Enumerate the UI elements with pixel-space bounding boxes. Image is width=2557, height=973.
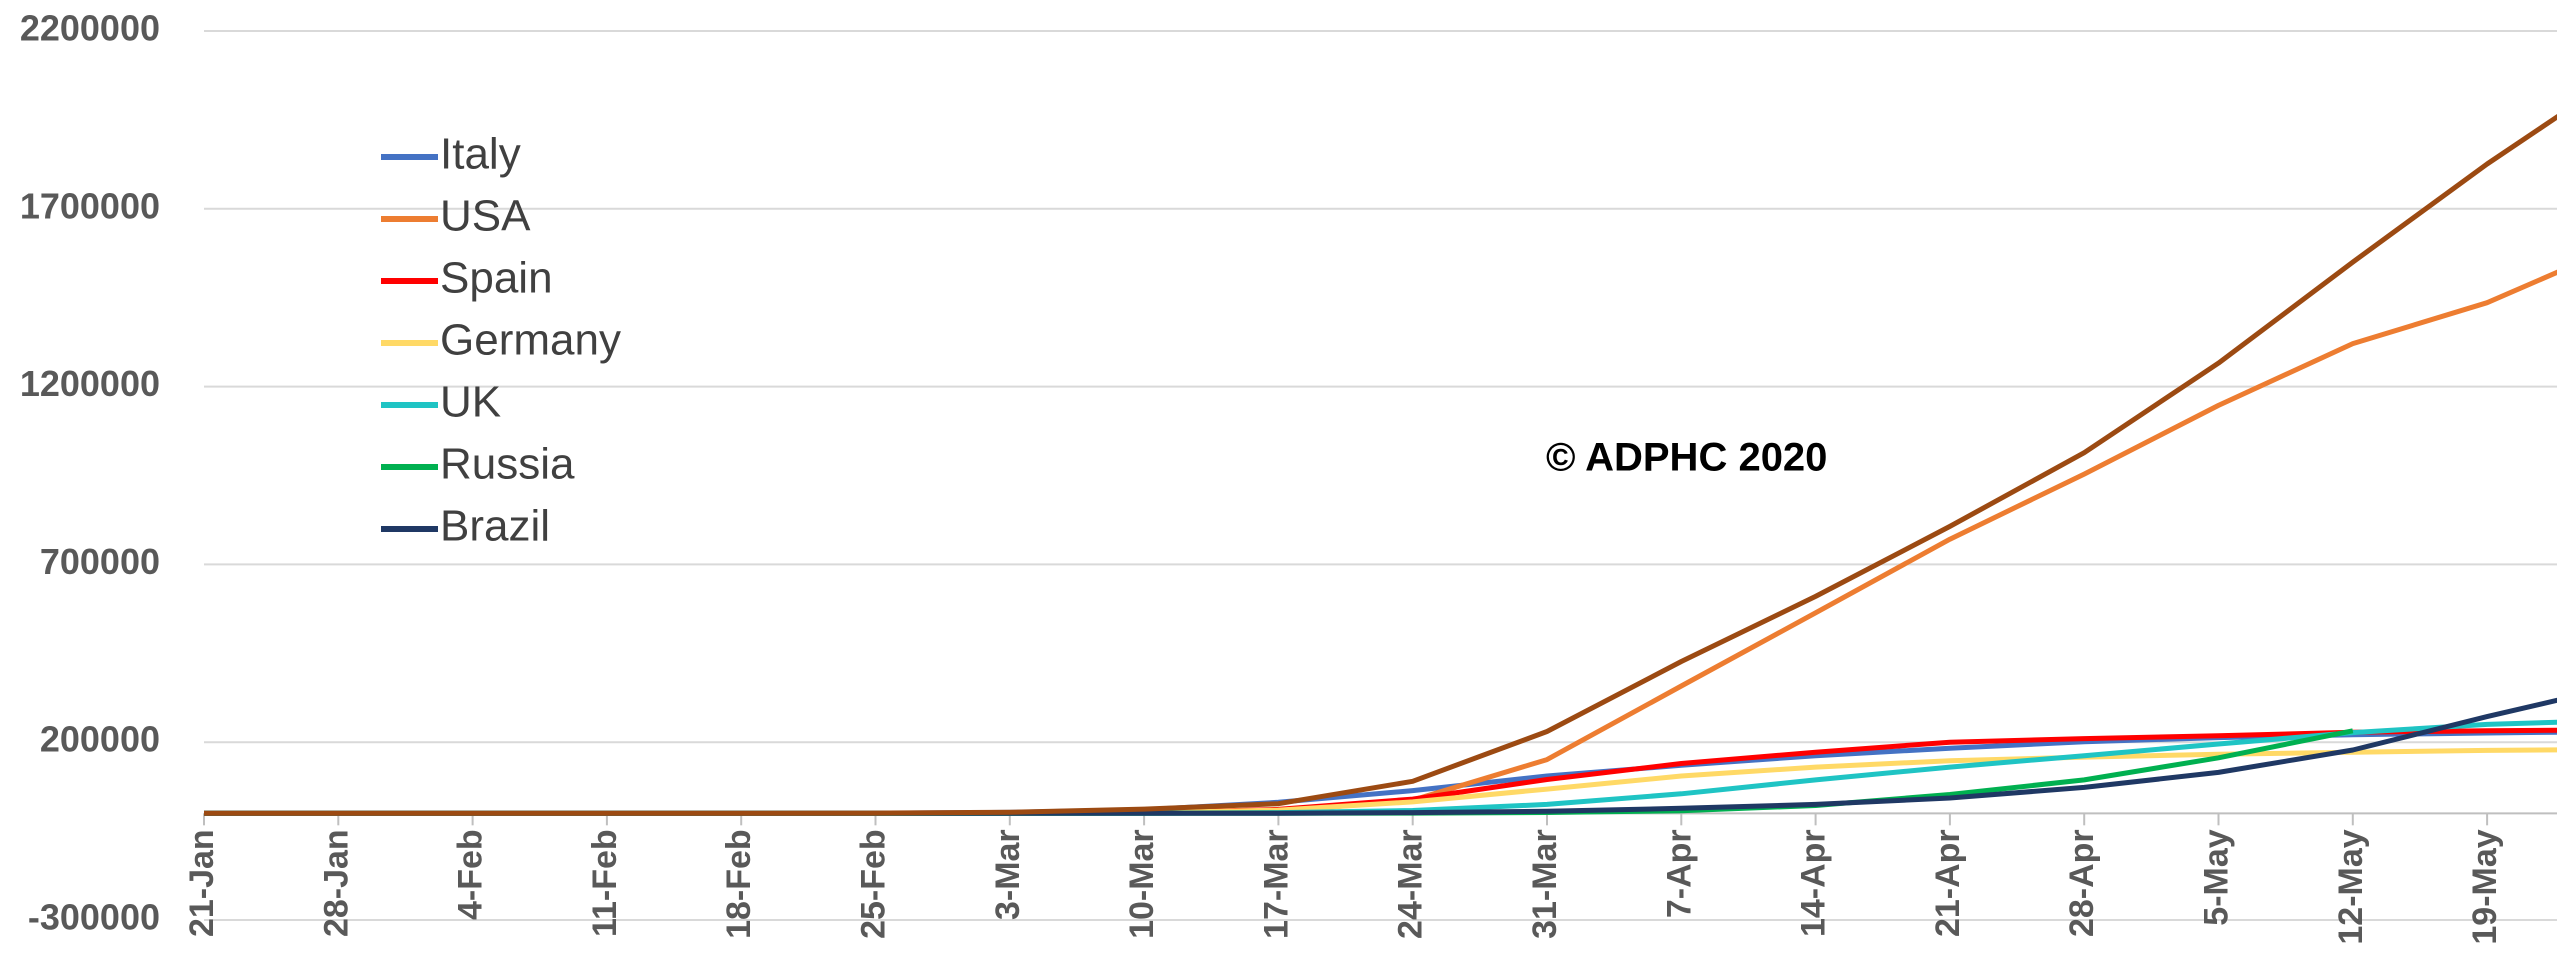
y-tick-label: 1200000 bbox=[20, 363, 160, 404]
x-tick-label: 10-Mar bbox=[1123, 829, 1161, 939]
x-tick-label: 24-Mar bbox=[1392, 829, 1430, 939]
y-tick-label: 200000 bbox=[40, 719, 160, 760]
legend-label: USA bbox=[440, 192, 531, 241]
y-tick-label: 1700000 bbox=[20, 185, 160, 226]
series-line bbox=[204, 113, 2557, 816]
y-tick-label: 2200000 bbox=[20, 8, 160, 49]
x-tick-label: 31-Mar bbox=[1526, 829, 1564, 939]
x-tick-label: 14-Apr bbox=[1795, 829, 1833, 937]
x-tick-label: 3-Mar bbox=[989, 829, 1027, 920]
x-tick-label: 25-Feb bbox=[854, 829, 892, 939]
x-tick-label: 5-May bbox=[2197, 829, 2235, 925]
legend-label: Spain bbox=[440, 254, 553, 303]
x-tick-label: 28-Apr bbox=[2063, 829, 2101, 937]
legend-label: Brazil bbox=[440, 502, 550, 551]
annotation: © ADPHC 2020 bbox=[1546, 436, 1827, 480]
legend-label: Germany bbox=[440, 316, 621, 365]
x-tick-label: 19-May bbox=[2466, 829, 2504, 944]
legend-label: Italy bbox=[440, 130, 521, 179]
x-tick-label: 7-Apr bbox=[1660, 829, 1698, 918]
x-tick-label: 4-Feb bbox=[452, 829, 490, 920]
y-tick-label: 700000 bbox=[40, 541, 160, 582]
x-tick-label: 17-Mar bbox=[1257, 829, 1295, 939]
plot-lines bbox=[204, 113, 2557, 816]
x-tick-label: 28-Jan bbox=[317, 829, 355, 937]
x-tick-label: 18-Feb bbox=[720, 829, 758, 939]
x-tick-label: 11-Feb bbox=[586, 829, 624, 937]
legend-label: Russia bbox=[440, 440, 575, 489]
x-tick-label: 12-May bbox=[2332, 829, 2370, 944]
y-tick-label: -300000 bbox=[28, 897, 160, 938]
x-tick-label: 21-Apr bbox=[1929, 829, 1967, 937]
legend-label: UK bbox=[440, 378, 501, 427]
x-tick-label: 21-Jan bbox=[183, 829, 221, 937]
